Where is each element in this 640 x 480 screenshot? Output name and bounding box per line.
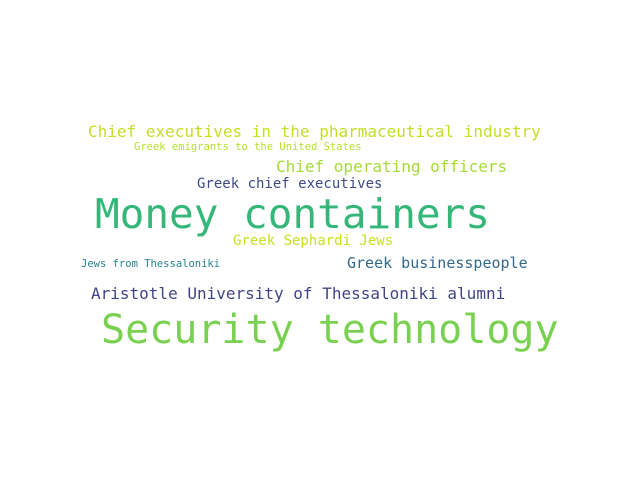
word-greek-sephardi-jews: Greek Sephardi Jews	[233, 233, 394, 249]
word-security-technology: Security technology	[101, 307, 559, 353]
word-greek-businesspeople: Greek businesspeople	[347, 254, 528, 272]
word-greek-chief-executives: Greek chief executives	[197, 176, 383, 192]
word-jews-thessaloniki: Jews from Thessaloniki	[81, 258, 221, 270]
word-pharma-ceos: Chief executives in the pharmaceutical i…	[88, 122, 541, 141]
word-greek-emigrants: Greek emigrants to the United States	[134, 141, 362, 153]
word-aristotle-alumni: Aristotle University of Thessaloniki alu…	[91, 284, 506, 303]
word-chief-operating-officers: Chief operating officers	[276, 157, 508, 176]
word-money-containers: Money containers	[95, 190, 490, 238]
